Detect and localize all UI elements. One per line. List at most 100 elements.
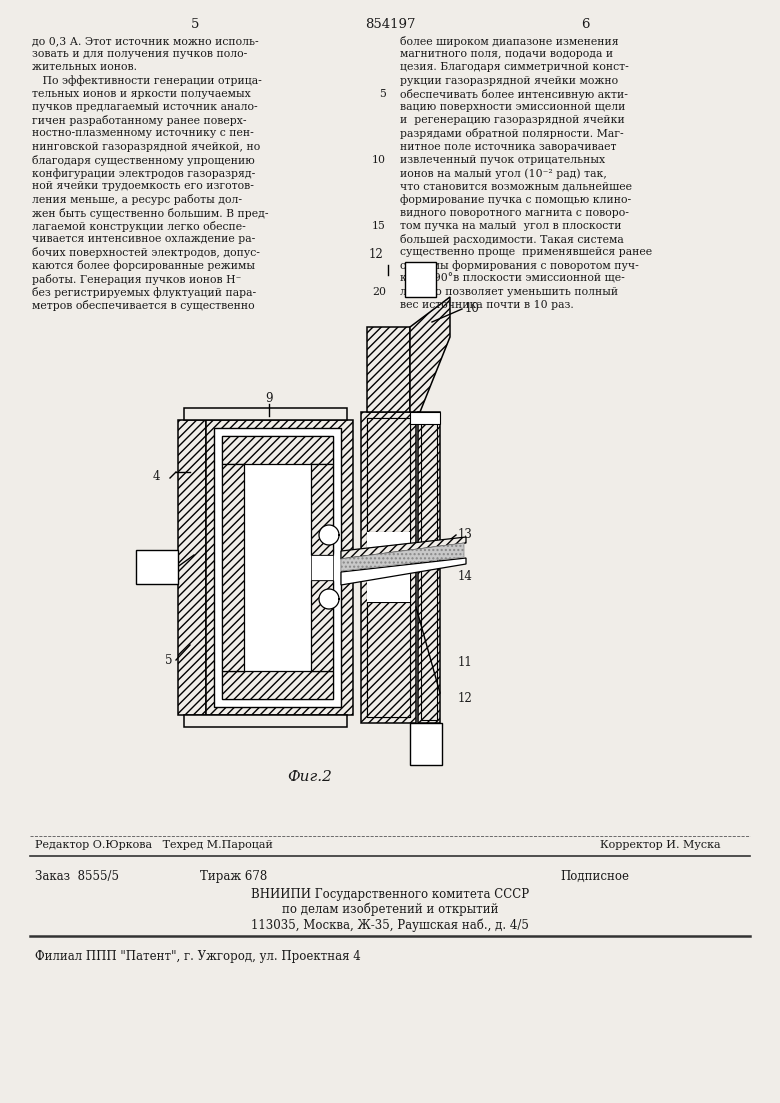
Text: рукции газоразрядной ячейки можно: рукции газоразрядной ячейки можно bbox=[400, 76, 618, 86]
Text: 20: 20 bbox=[372, 287, 386, 297]
Bar bbox=[222, 436, 333, 464]
Bar bbox=[410, 413, 440, 424]
Text: жен быть существенно большим. В пред-: жен быть существенно большим. В пред- bbox=[32, 207, 268, 218]
Text: бочих поверхностей электродов, допус-: бочих поверхностей электродов, допус- bbox=[32, 247, 260, 258]
Text: 14: 14 bbox=[458, 570, 473, 583]
Bar bbox=[418, 413, 440, 722]
Text: 113035, Москва, Ж-35, Раушская наб., д. 4/5: 113035, Москва, Ж-35, Раушская наб., д. … bbox=[251, 918, 529, 932]
Bar bbox=[222, 436, 333, 464]
Text: 5: 5 bbox=[191, 18, 199, 31]
Text: благодаря существенному упрощению: благодаря существенному упрощению bbox=[32, 154, 255, 165]
Text: 6: 6 bbox=[581, 18, 589, 31]
Polygon shape bbox=[341, 558, 466, 585]
Text: 4: 4 bbox=[153, 470, 160, 483]
Text: По эффективности генерации отрица-: По эффективности генерации отрица- bbox=[32, 76, 262, 86]
Text: Корректор И. Муска: Корректор И. Муска bbox=[600, 840, 721, 850]
Text: ка на 90°в плоскости эмиссионной ще-: ка на 90°в плоскости эмиссионной ще- bbox=[400, 274, 625, 283]
Bar bbox=[311, 555, 333, 580]
Text: 12: 12 bbox=[458, 692, 473, 705]
Text: Филиал ППП "Патент", г. Ужгород, ул. Проектная 4: Филиал ППП "Патент", г. Ужгород, ул. Про… bbox=[35, 950, 360, 963]
Text: что становится возможным дальнейшее: что становится возможным дальнейшее bbox=[400, 181, 632, 191]
Bar bbox=[367, 326, 410, 413]
Text: ностно-плазменному источнику с пен-: ностно-плазменному источнику с пен- bbox=[32, 128, 254, 138]
Text: цезия. Благодаря симметричной конст-: цезия. Благодаря симметричной конст- bbox=[400, 63, 629, 73]
Text: существенно проще  применявшейся ранее: существенно проще применявшейся ранее bbox=[400, 247, 652, 257]
Text: чивается интенсивное охлаждение ра-: чивается интенсивное охлаждение ра- bbox=[32, 234, 255, 244]
Text: зовать и для получения пучков поло-: зовать и для получения пучков поло- bbox=[32, 50, 247, 60]
Text: более широком диапазоне изменения: более широком диапазоне изменения bbox=[400, 36, 619, 47]
Bar bbox=[184, 408, 347, 420]
Bar bbox=[214, 428, 341, 707]
Bar bbox=[178, 420, 206, 715]
Text: ной ячейки трудоемкость его изготов-: ной ячейки трудоемкость его изготов- bbox=[32, 181, 254, 191]
Bar bbox=[405, 263, 436, 297]
Text: разрядами обратной полярности. Маг-: разрядами обратной полярности. Маг- bbox=[400, 128, 624, 139]
Text: Фиг.2: Фиг.2 bbox=[288, 770, 332, 784]
Text: 12: 12 bbox=[369, 248, 384, 261]
Text: без регистрируемых флуктуаций пара-: без регистрируемых флуктуаций пара- bbox=[32, 287, 256, 298]
Text: каются более форсированные режимы: каются более форсированные режимы bbox=[32, 260, 255, 271]
Text: 15: 15 bbox=[372, 221, 386, 231]
Text: конфигурации электродов газоразряд-: конфигурации электродов газоразряд- bbox=[32, 168, 255, 179]
Bar bbox=[421, 415, 437, 720]
Text: Подписное: Подписное bbox=[560, 870, 629, 884]
Bar bbox=[367, 418, 410, 717]
Polygon shape bbox=[319, 589, 339, 609]
Text: жительных ионов.: жительных ионов. bbox=[32, 63, 137, 73]
Bar bbox=[222, 671, 333, 699]
Text: гичен разработанному ранее поверх-: гичен разработанному ранее поверх- bbox=[32, 115, 246, 126]
Text: 3: 3 bbox=[165, 561, 173, 575]
Polygon shape bbox=[319, 525, 339, 545]
Bar bbox=[244, 464, 311, 671]
Bar bbox=[311, 581, 333, 670]
Text: магнитного поля, подачи водорода и: магнитного поля, подачи водорода и bbox=[400, 50, 613, 60]
Text: вес источника почти в 10 раз.: вес источника почти в 10 раз. bbox=[400, 300, 574, 310]
Text: Тираж 678: Тираж 678 bbox=[200, 870, 268, 884]
Text: 854197: 854197 bbox=[365, 18, 415, 31]
Text: нинговской газоразрядной ячейкой, но: нинговской газоразрядной ячейкой, но bbox=[32, 141, 261, 151]
Polygon shape bbox=[341, 537, 466, 559]
Text: 11: 11 bbox=[458, 656, 473, 670]
Text: большей расходимости. Такая система: большей расходимости. Такая система bbox=[400, 234, 624, 245]
Text: обеспечивать более интенсивную акти-: обеспечивать более интенсивную акти- bbox=[400, 89, 628, 99]
Text: формирование пучка с помощью клино-: формирование пучка с помощью клино- bbox=[400, 194, 631, 205]
Bar bbox=[421, 415, 437, 720]
Text: извлеченный пучок отрицательных: извлеченный пучок отрицательных bbox=[400, 154, 605, 164]
Text: 5: 5 bbox=[165, 653, 173, 666]
Bar bbox=[311, 464, 333, 555]
Text: 5: 5 bbox=[379, 89, 386, 99]
Text: ли. Это позволяет уменьшить полный: ли. Это позволяет уменьшить полный bbox=[400, 287, 618, 297]
Text: метров обеспечивается в существенно: метров обеспечивается в существенно bbox=[32, 300, 254, 311]
Text: 10: 10 bbox=[465, 302, 480, 315]
Text: 10: 10 bbox=[372, 154, 386, 164]
Text: нитное поле источника заворачивает: нитное поле источника заворачивает bbox=[400, 141, 616, 151]
Text: работы. Генерация пучков ионов Н⁻: работы. Генерация пучков ионов Н⁻ bbox=[32, 274, 241, 285]
Text: ления меньше, а ресурс работы дол-: ления меньше, а ресурс работы дол- bbox=[32, 194, 242, 205]
Bar bbox=[222, 464, 244, 671]
Bar bbox=[311, 553, 333, 581]
Text: ВНИИПИ Государственного комитета СССР: ВНИИПИ Государственного комитета СССР bbox=[251, 888, 529, 901]
Bar bbox=[410, 722, 442, 765]
Bar bbox=[206, 420, 353, 715]
Bar bbox=[136, 550, 178, 583]
Polygon shape bbox=[341, 543, 464, 571]
Text: 13: 13 bbox=[458, 528, 473, 542]
Text: пучков предлагаемый источник анало-: пучков предлагаемый источник анало- bbox=[32, 101, 257, 113]
Bar bbox=[222, 464, 244, 671]
Text: до 0,3 А. Этот источник можно исполь-: до 0,3 А. Этот источник можно исполь- bbox=[32, 36, 259, 46]
Text: Заказ  8555/5: Заказ 8555/5 bbox=[35, 870, 119, 884]
Bar bbox=[361, 413, 416, 722]
Bar bbox=[367, 532, 410, 602]
Text: Редактор О.Юркова   Техред М.Пароцай: Редактор О.Юркова Техред М.Пароцай bbox=[35, 840, 273, 850]
Text: ионов на малый угол (10⁻² рад) так,: ионов на малый угол (10⁻² рад) так, bbox=[400, 168, 607, 179]
Text: по делам изобретений и открытий: по делам изобретений и открытий bbox=[282, 903, 498, 917]
Bar bbox=[184, 715, 347, 727]
Bar bbox=[311, 464, 333, 553]
Text: вацию поверхности эмиссионной щели: вацию поверхности эмиссионной щели bbox=[400, 101, 626, 113]
Text: том пучка на малый  угол в плоскости: том пучка на малый угол в плоскости bbox=[400, 221, 622, 231]
Text: 9: 9 bbox=[265, 392, 273, 405]
Bar bbox=[222, 671, 333, 699]
Bar bbox=[311, 580, 333, 671]
Text: лагаемой конструкции легко обеспе-: лагаемой конструкции легко обеспе- bbox=[32, 221, 246, 232]
Text: видного поворотного магнита с поворо-: видного поворотного магнита с поворо- bbox=[400, 207, 629, 217]
